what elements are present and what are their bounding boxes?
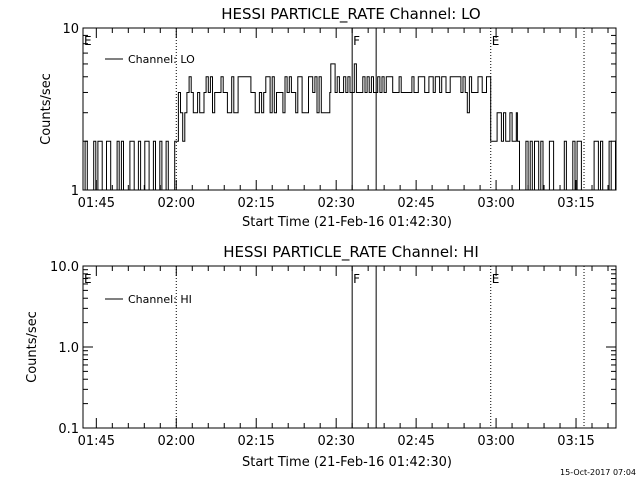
flag-label: E bbox=[492, 272, 500, 286]
x-tick-label: 02:00 bbox=[158, 196, 195, 211]
y-tick-labels-hi: 0.1 1.0 10.0 bbox=[50, 260, 79, 437]
plot-frame-hi bbox=[82, 265, 617, 429]
series-line-channel-lo bbox=[83, 63, 616, 191]
x-tick-label: 02:30 bbox=[317, 196, 354, 211]
flag-lines-hi: EFE bbox=[84, 266, 585, 428]
x-tick-label: 02:45 bbox=[397, 196, 434, 211]
y-axis-label-hi: Counts/sec bbox=[25, 311, 40, 383]
x-tick-label: 02:45 bbox=[397, 434, 434, 449]
y-axis-label-lo: Counts/sec bbox=[39, 73, 54, 145]
x-tick-label: 02:15 bbox=[237, 434, 274, 449]
y-tick-label: 1.0 bbox=[58, 341, 79, 356]
y-tick-label: 1 bbox=[71, 184, 79, 199]
x-tick-label: 02:15 bbox=[237, 196, 274, 211]
flag-label: E bbox=[84, 34, 92, 48]
plot-frame-lo bbox=[82, 27, 617, 191]
legend-entry-hi: Channel: HI bbox=[128, 293, 192, 306]
x-axis-label-lo: Start Time (21-Feb-16 01:42:30) bbox=[242, 215, 452, 230]
x-tick-label: 01:45 bbox=[78, 196, 115, 211]
x-tick-label: 03:00 bbox=[477, 434, 514, 449]
x-tick-label: 02:00 bbox=[158, 434, 195, 449]
panel-hi: HESSI PARTICLE_RATE Channel: HI Counts/s… bbox=[25, 243, 617, 470]
chart-title-lo: HESSI PARTICLE_RATE Channel: LO bbox=[221, 5, 480, 24]
x-tick-label: 03:15 bbox=[557, 196, 594, 211]
chart-title-hi: HESSI PARTICLE_RATE Channel: HI bbox=[223, 243, 479, 262]
legend-hi: Channel: HI bbox=[105, 293, 192, 306]
axis-ticks-hi bbox=[83, 265, 616, 429]
x-tick-label: 01:45 bbox=[78, 434, 115, 449]
y-tick-label: 10 bbox=[62, 22, 79, 37]
panel-lo: HESSI PARTICLE_RATE Channel: LO Counts/s… bbox=[39, 5, 617, 230]
footer-timestamp: 15-Oct-2017 07:04 bbox=[560, 468, 636, 477]
y-tick-label: 0.1 bbox=[58, 422, 79, 437]
x-axis-label-hi: Start Time (21-Feb-16 01:42:30) bbox=[242, 455, 452, 470]
x-tick-labels-lo: 01:45 02:00 02:15 02:30 02:45 03:00 03:15 bbox=[78, 196, 595, 211]
y-tick-labels-lo: 1 10 bbox=[62, 22, 79, 199]
legend-entry-lo: Channel: LO bbox=[128, 53, 195, 66]
x-tick-label: 03:00 bbox=[477, 196, 514, 211]
legend-lo: Channel: LO bbox=[105, 53, 195, 66]
y-tick-label: 10.0 bbox=[50, 260, 79, 275]
flag-label: E bbox=[492, 34, 500, 48]
flag-label: F bbox=[353, 272, 360, 286]
x-tick-label: 02:30 bbox=[317, 434, 354, 449]
flag-label: F bbox=[353, 34, 360, 48]
x-tick-label: 03:15 bbox=[557, 434, 594, 449]
x-tick-labels-hi: 01:45 02:00 02:15 02:30 02:45 03:00 03:15 bbox=[78, 434, 595, 449]
